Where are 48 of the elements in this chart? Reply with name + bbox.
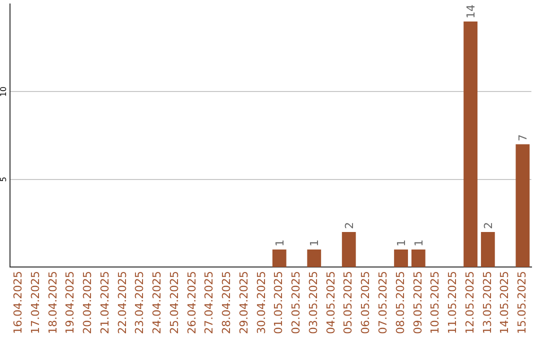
x-tick-label: 13.05.2025 (480, 271, 494, 334)
x-tick-label: 30.04.2025 (254, 271, 268, 334)
x-tick-label: 17.04.2025 (28, 271, 42, 334)
data-label: 1 (395, 239, 408, 246)
x-tick-label: 05.05.2025 (342, 271, 355, 334)
x-tick-label: 12.05.2025 (463, 271, 476, 334)
bar (307, 249, 322, 268)
data-label: 14 (464, 4, 478, 19)
bar (411, 249, 426, 268)
x-tick-label: 28.04.2025 (220, 271, 234, 334)
x-tick-label: 02.05.2025 (290, 271, 303, 334)
x-tick-label: 14.05.2025 (498, 271, 512, 334)
x-tick-label: 25.04.2025 (168, 271, 181, 334)
x-tick-label: 01.05.2025 (272, 271, 286, 334)
data-label: 1 (412, 239, 426, 246)
x-tick-label: 15.05.2025 (516, 271, 529, 334)
x-tick-label: 11.05.2025 (446, 271, 460, 334)
x-tick-label: 10.05.2025 (428, 271, 442, 334)
x-tick-label: 03.05.2025 (306, 271, 320, 334)
data-label: 2 (482, 222, 495, 229)
data-label: 1 (308, 239, 322, 246)
x-tick-label: 19.04.2025 (64, 271, 77, 334)
x-tick-label: 27.04.2025 (202, 271, 216, 334)
x-tick-label: 04.05.2025 (324, 271, 338, 334)
y-tick-label: 10 (0, 86, 8, 97)
x-tick-label: 06.05.2025 (359, 271, 372, 334)
bar (272, 249, 286, 268)
x-tick-label: 20.04.2025 (81, 271, 94, 334)
x-tick-label: 26.04.2025 (185, 271, 198, 334)
x-tick-label: 23.04.2025 (133, 271, 146, 334)
x-tick-label: 08.05.2025 (394, 271, 407, 334)
y-tick-label: 5 (0, 176, 8, 182)
bar (480, 232, 495, 268)
x-tick-label: 24.04.2025 (150, 271, 164, 334)
bar (342, 232, 356, 268)
x-tick-label: 09.05.2025 (411, 271, 424, 334)
x-tick-label: 07.05.2025 (376, 271, 390, 334)
bar (464, 22, 478, 268)
x-tick-label: 21.04.2025 (98, 271, 112, 334)
data-label: 7 (516, 134, 530, 142)
x-tick-label: 16.04.2025 (12, 271, 25, 334)
x-tick-label: 18.04.2025 (46, 271, 60, 334)
data-label: 1 (273, 239, 286, 246)
data-label: 2 (342, 222, 356, 229)
bar (516, 144, 530, 268)
x-tick-label: 22.04.2025 (116, 271, 129, 334)
x-tick-label: 29.04.2025 (237, 271, 250, 334)
bar (394, 249, 408, 268)
